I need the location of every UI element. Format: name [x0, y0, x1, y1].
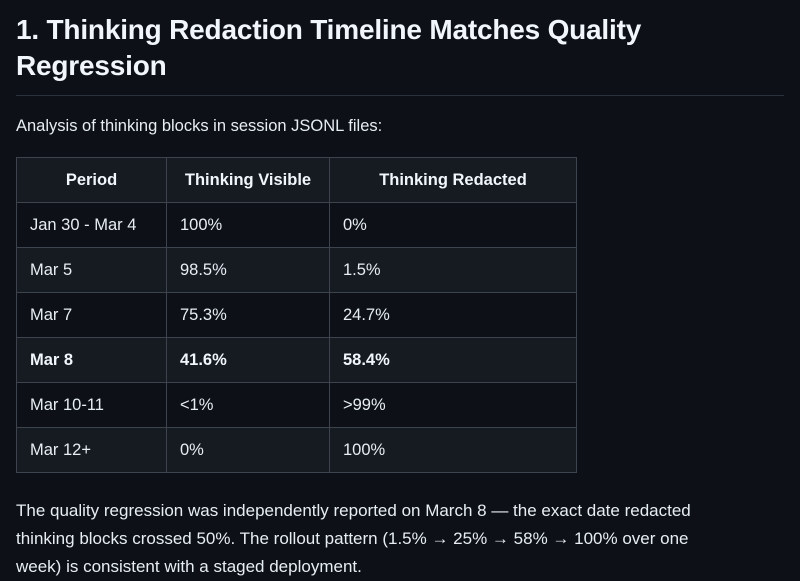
cell-visible: 0%	[166, 426, 330, 473]
table-row: Mar 10-11 <1% >99%	[16, 381, 577, 428]
cell-visible: 98.5%	[166, 246, 330, 293]
column-header-period: Period	[16, 156, 167, 203]
cell-period: Jan 30 - Mar 4	[16, 201, 167, 248]
column-header-visible: Thinking Visible	[166, 156, 330, 203]
cell-redacted: 58.4%	[329, 336, 577, 383]
table-row: Mar 7 75.3% 24.7%	[16, 291, 577, 338]
cell-visible: <1%	[166, 381, 330, 428]
cell-period: Mar 8	[16, 336, 167, 383]
cell-redacted: >99%	[329, 381, 577, 428]
cell-redacted: 100%	[329, 426, 577, 473]
conclusion-paragraph: The quality regression was independently…	[16, 500, 691, 576]
table-row: Mar 5 98.5% 1.5%	[16, 246, 577, 293]
cell-period: Mar 7	[16, 291, 167, 338]
page-title: 1. Thinking Redaction Timeline Matches Q…	[16, 12, 784, 96]
cell-visible: 75.3%	[166, 291, 330, 338]
redaction-timeline-table: Period Thinking Visible Thinking Redacte…	[16, 156, 577, 473]
intro-paragraph: Analysis of thinking blocks in session J…	[16, 116, 383, 135]
cell-visible: 100%	[166, 201, 330, 248]
cell-redacted: 0%	[329, 201, 577, 248]
table-row: Jan 30 - Mar 4 100% 0%	[16, 201, 577, 248]
table-header-row: Period Thinking Visible Thinking Redacte…	[16, 156, 577, 203]
column-header-redacted: Thinking Redacted	[329, 156, 577, 203]
cell-period: Mar 5	[16, 246, 167, 293]
table-row: Mar 8 41.6% 58.4%	[16, 336, 577, 383]
cell-redacted: 24.7%	[329, 291, 577, 338]
table-row: Mar 12+ 0% 100%	[16, 426, 577, 473]
cell-visible: 41.6%	[166, 336, 330, 383]
cell-period: Mar 12+	[16, 426, 167, 473]
cell-period: Mar 10-11	[16, 381, 167, 428]
cell-redacted: 1.5%	[329, 246, 577, 293]
